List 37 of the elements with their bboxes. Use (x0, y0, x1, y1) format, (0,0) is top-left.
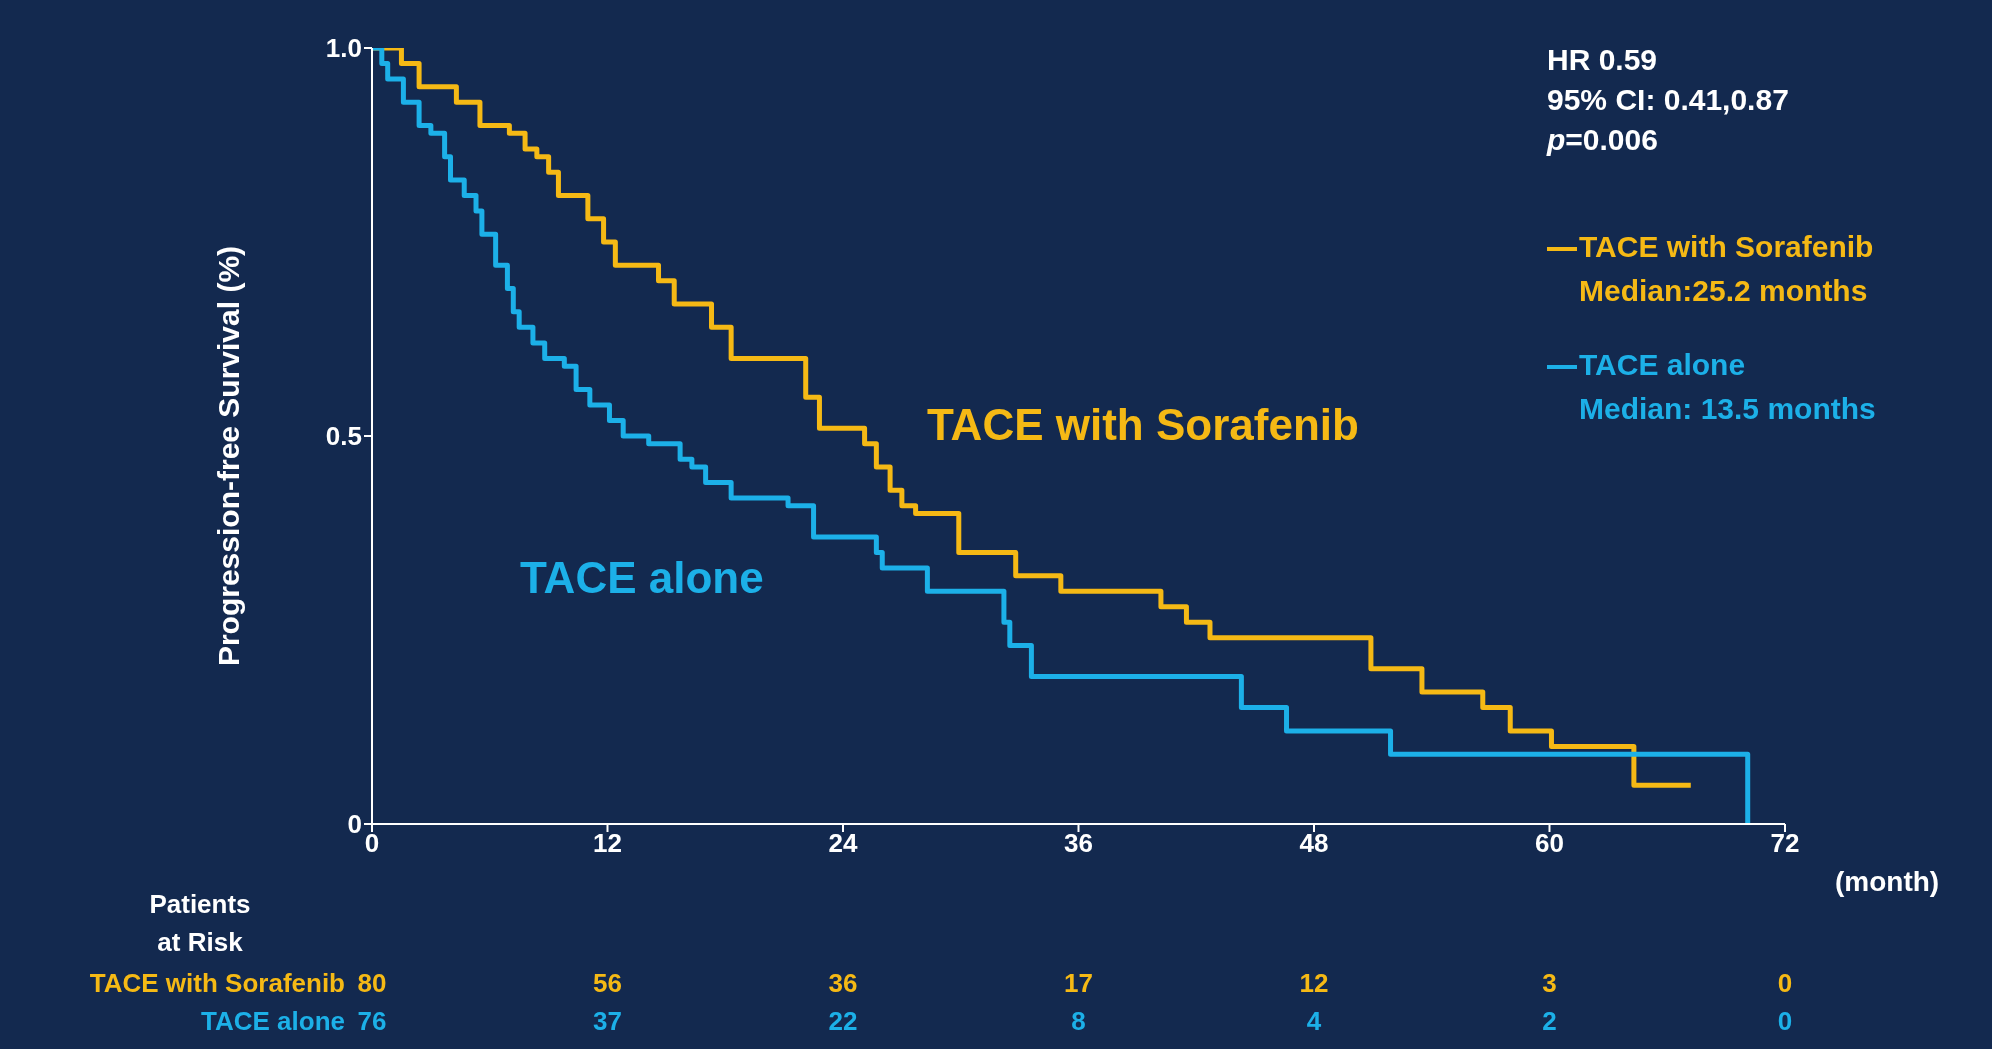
text: 80 (357, 968, 387, 999)
text: 56 (593, 968, 622, 999)
annotation: 95% CI: 0.41,0.87 (1547, 82, 1789, 118)
text: 22 (828, 1006, 858, 1037)
text: TACE alone (201, 1006, 345, 1036)
y-tick-label: 0.5 (325, 421, 362, 452)
text: 3 (1542, 968, 1557, 999)
y-tick-label: 1.0 (325, 33, 362, 64)
x-tick-label: 36 (1064, 828, 1093, 859)
text: 0 (1777, 1006, 1793, 1037)
text: TACE alone (520, 553, 764, 602)
x-tick-label: 48 (1299, 828, 1329, 859)
x-axis-title: (month) (1835, 866, 1940, 898)
annotation: Median: 13.5 months (1578, 391, 1876, 427)
text: TACE with Sorafenib (89, 968, 345, 998)
annotation: Median:25.2 months (1578, 273, 1869, 309)
text: 17 (1064, 968, 1093, 999)
annotation: HR 0.59 (1547, 42, 1659, 78)
x-tick-label: 12 (593, 828, 622, 859)
x-tick-label: 24 (828, 828, 858, 859)
text: 76 (357, 1006, 387, 1037)
text: 4 (1306, 1006, 1322, 1037)
text: 0 (1777, 968, 1793, 999)
text: TACE with Sorafenib (927, 400, 1359, 449)
y-axis-title: Progression-free Survival (%) (212, 245, 246, 667)
legend-label: TACE with Sorafenib (1578, 229, 1875, 265)
text: 12 (1299, 968, 1329, 999)
legend-label: TACE alone (1578, 347, 1747, 383)
x-tick-label: 72 (1770, 828, 1800, 859)
text: 37 (593, 1006, 622, 1037)
text: 8 (1071, 1006, 1086, 1037)
text: 36 (828, 968, 858, 999)
y-tick-label: 0 (347, 809, 362, 840)
x-tick-label: 60 (1535, 828, 1564, 859)
annotation: p=0.006 (1547, 122, 1659, 158)
text: 2 (1542, 1006, 1557, 1037)
text: Patients at Risk (148, 888, 252, 959)
